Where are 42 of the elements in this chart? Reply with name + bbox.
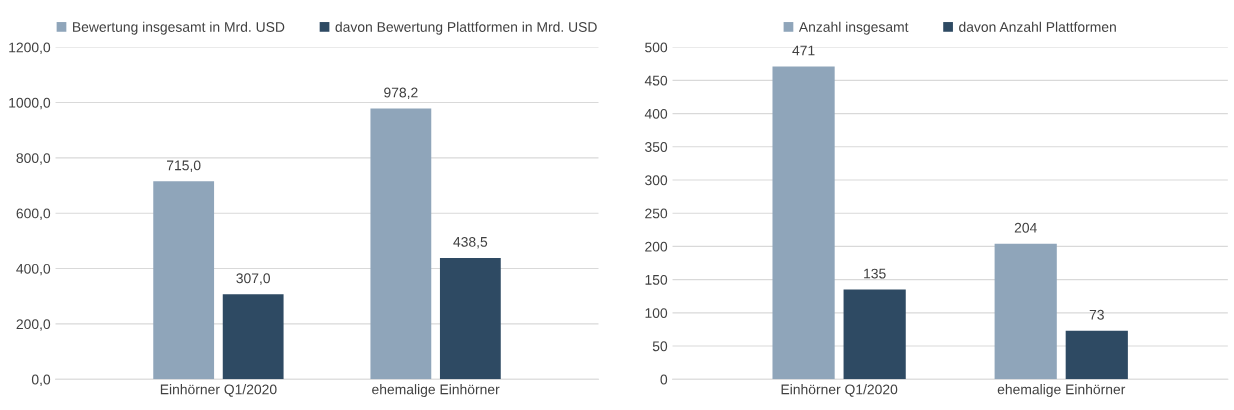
y-tick-label: 50 bbox=[652, 341, 668, 352]
y-tick-label: 200,0 bbox=[16, 319, 51, 331]
data-label: 471 bbox=[792, 45, 815, 56]
legend-label: Anzahl insgesamt bbox=[798, 21, 909, 35]
y-tick-label: 0 bbox=[660, 374, 668, 385]
x-tick-label: Einhörner Q1/2020 bbox=[781, 384, 898, 397]
y-tick-label: 500 bbox=[645, 42, 668, 53]
legend-label: davon Anzahl Plattformen bbox=[959, 21, 1116, 32]
legend-label: davon Bewertung Plattformen in Mrd. USD bbox=[335, 21, 597, 35]
y-tick-label: 100 bbox=[645, 308, 668, 318]
y-tick-label: 800,0 bbox=[16, 153, 51, 165]
y-tick-label: 1000,0 bbox=[9, 97, 51, 110]
data-label: 438,5 bbox=[453, 236, 488, 249]
bar bbox=[153, 181, 215, 380]
y-tick-label: 350 bbox=[645, 142, 668, 152]
data-label: 307,0 bbox=[236, 273, 270, 285]
y-tick-label: 300 bbox=[645, 175, 668, 186]
y-tick-label: 150 bbox=[645, 274, 668, 285]
y-tick-label: 450 bbox=[644, 75, 668, 86]
data-label: 978,2 bbox=[384, 87, 418, 100]
x-tick-label: ehemalige Einhörner bbox=[372, 384, 500, 398]
y-tick-label: 600,0 bbox=[16, 208, 51, 221]
bar bbox=[439, 257, 501, 380]
data-label: 204 bbox=[1014, 222, 1037, 233]
data-label: 73 bbox=[1089, 309, 1104, 320]
bar bbox=[843, 289, 906, 380]
data-label: 135 bbox=[864, 268, 886, 279]
legend-label: Bewertung insgesamt in Mrd. USD bbox=[73, 21, 285, 35]
x-tick-label: Einhörner Q1/2020 bbox=[160, 384, 277, 397]
y-tick-label: 400,0 bbox=[16, 263, 51, 276]
bar bbox=[994, 243, 1057, 380]
bar bbox=[772, 66, 835, 380]
y-tick-label: 1200,0 bbox=[9, 42, 51, 54]
y-tick-label: 250 bbox=[645, 208, 668, 219]
x-tick-label: ehemalige Einhörner bbox=[997, 384, 1126, 398]
y-tick-label: 400 bbox=[644, 108, 668, 119]
data-label: 715,0 bbox=[167, 160, 201, 172]
y-tick-label: 200 bbox=[645, 241, 668, 252]
bar bbox=[222, 294, 284, 380]
bar bbox=[370, 108, 432, 380]
bar bbox=[1065, 330, 1128, 380]
y-tick-label: 0,0 bbox=[31, 374, 51, 387]
